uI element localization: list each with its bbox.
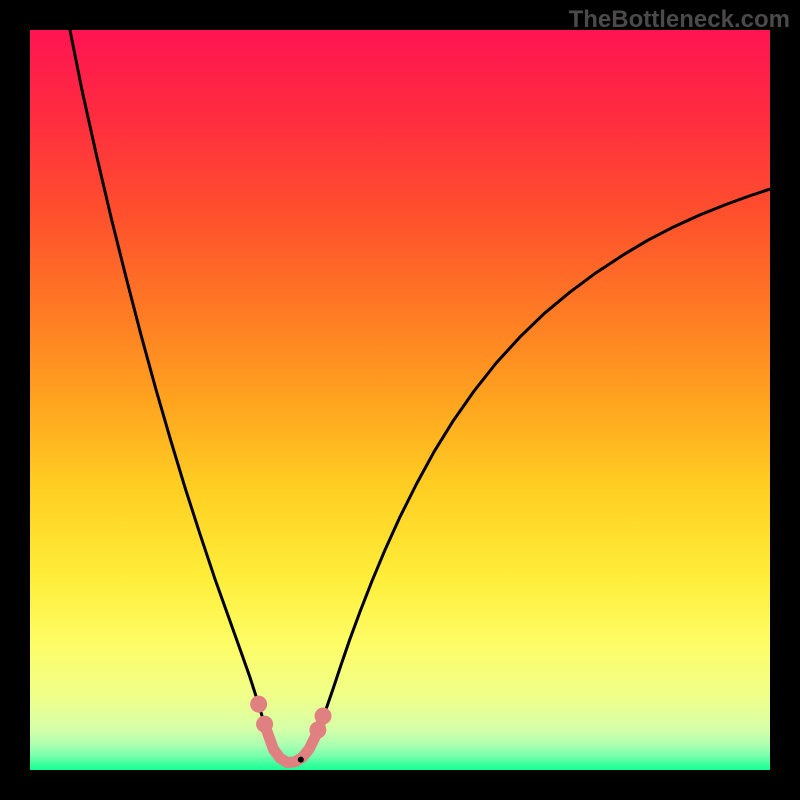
gradient-background [30, 30, 770, 770]
chart-frame: TheBottleneck.com [0, 0, 800, 800]
highlight-dot [315, 707, 332, 724]
plot-area [30, 30, 770, 770]
highlight-dot [250, 696, 267, 713]
min-marker [298, 757, 304, 763]
highlight-dot [256, 716, 273, 733]
watermark-label: TheBottleneck.com [569, 6, 790, 34]
plot-svg [30, 30, 770, 770]
